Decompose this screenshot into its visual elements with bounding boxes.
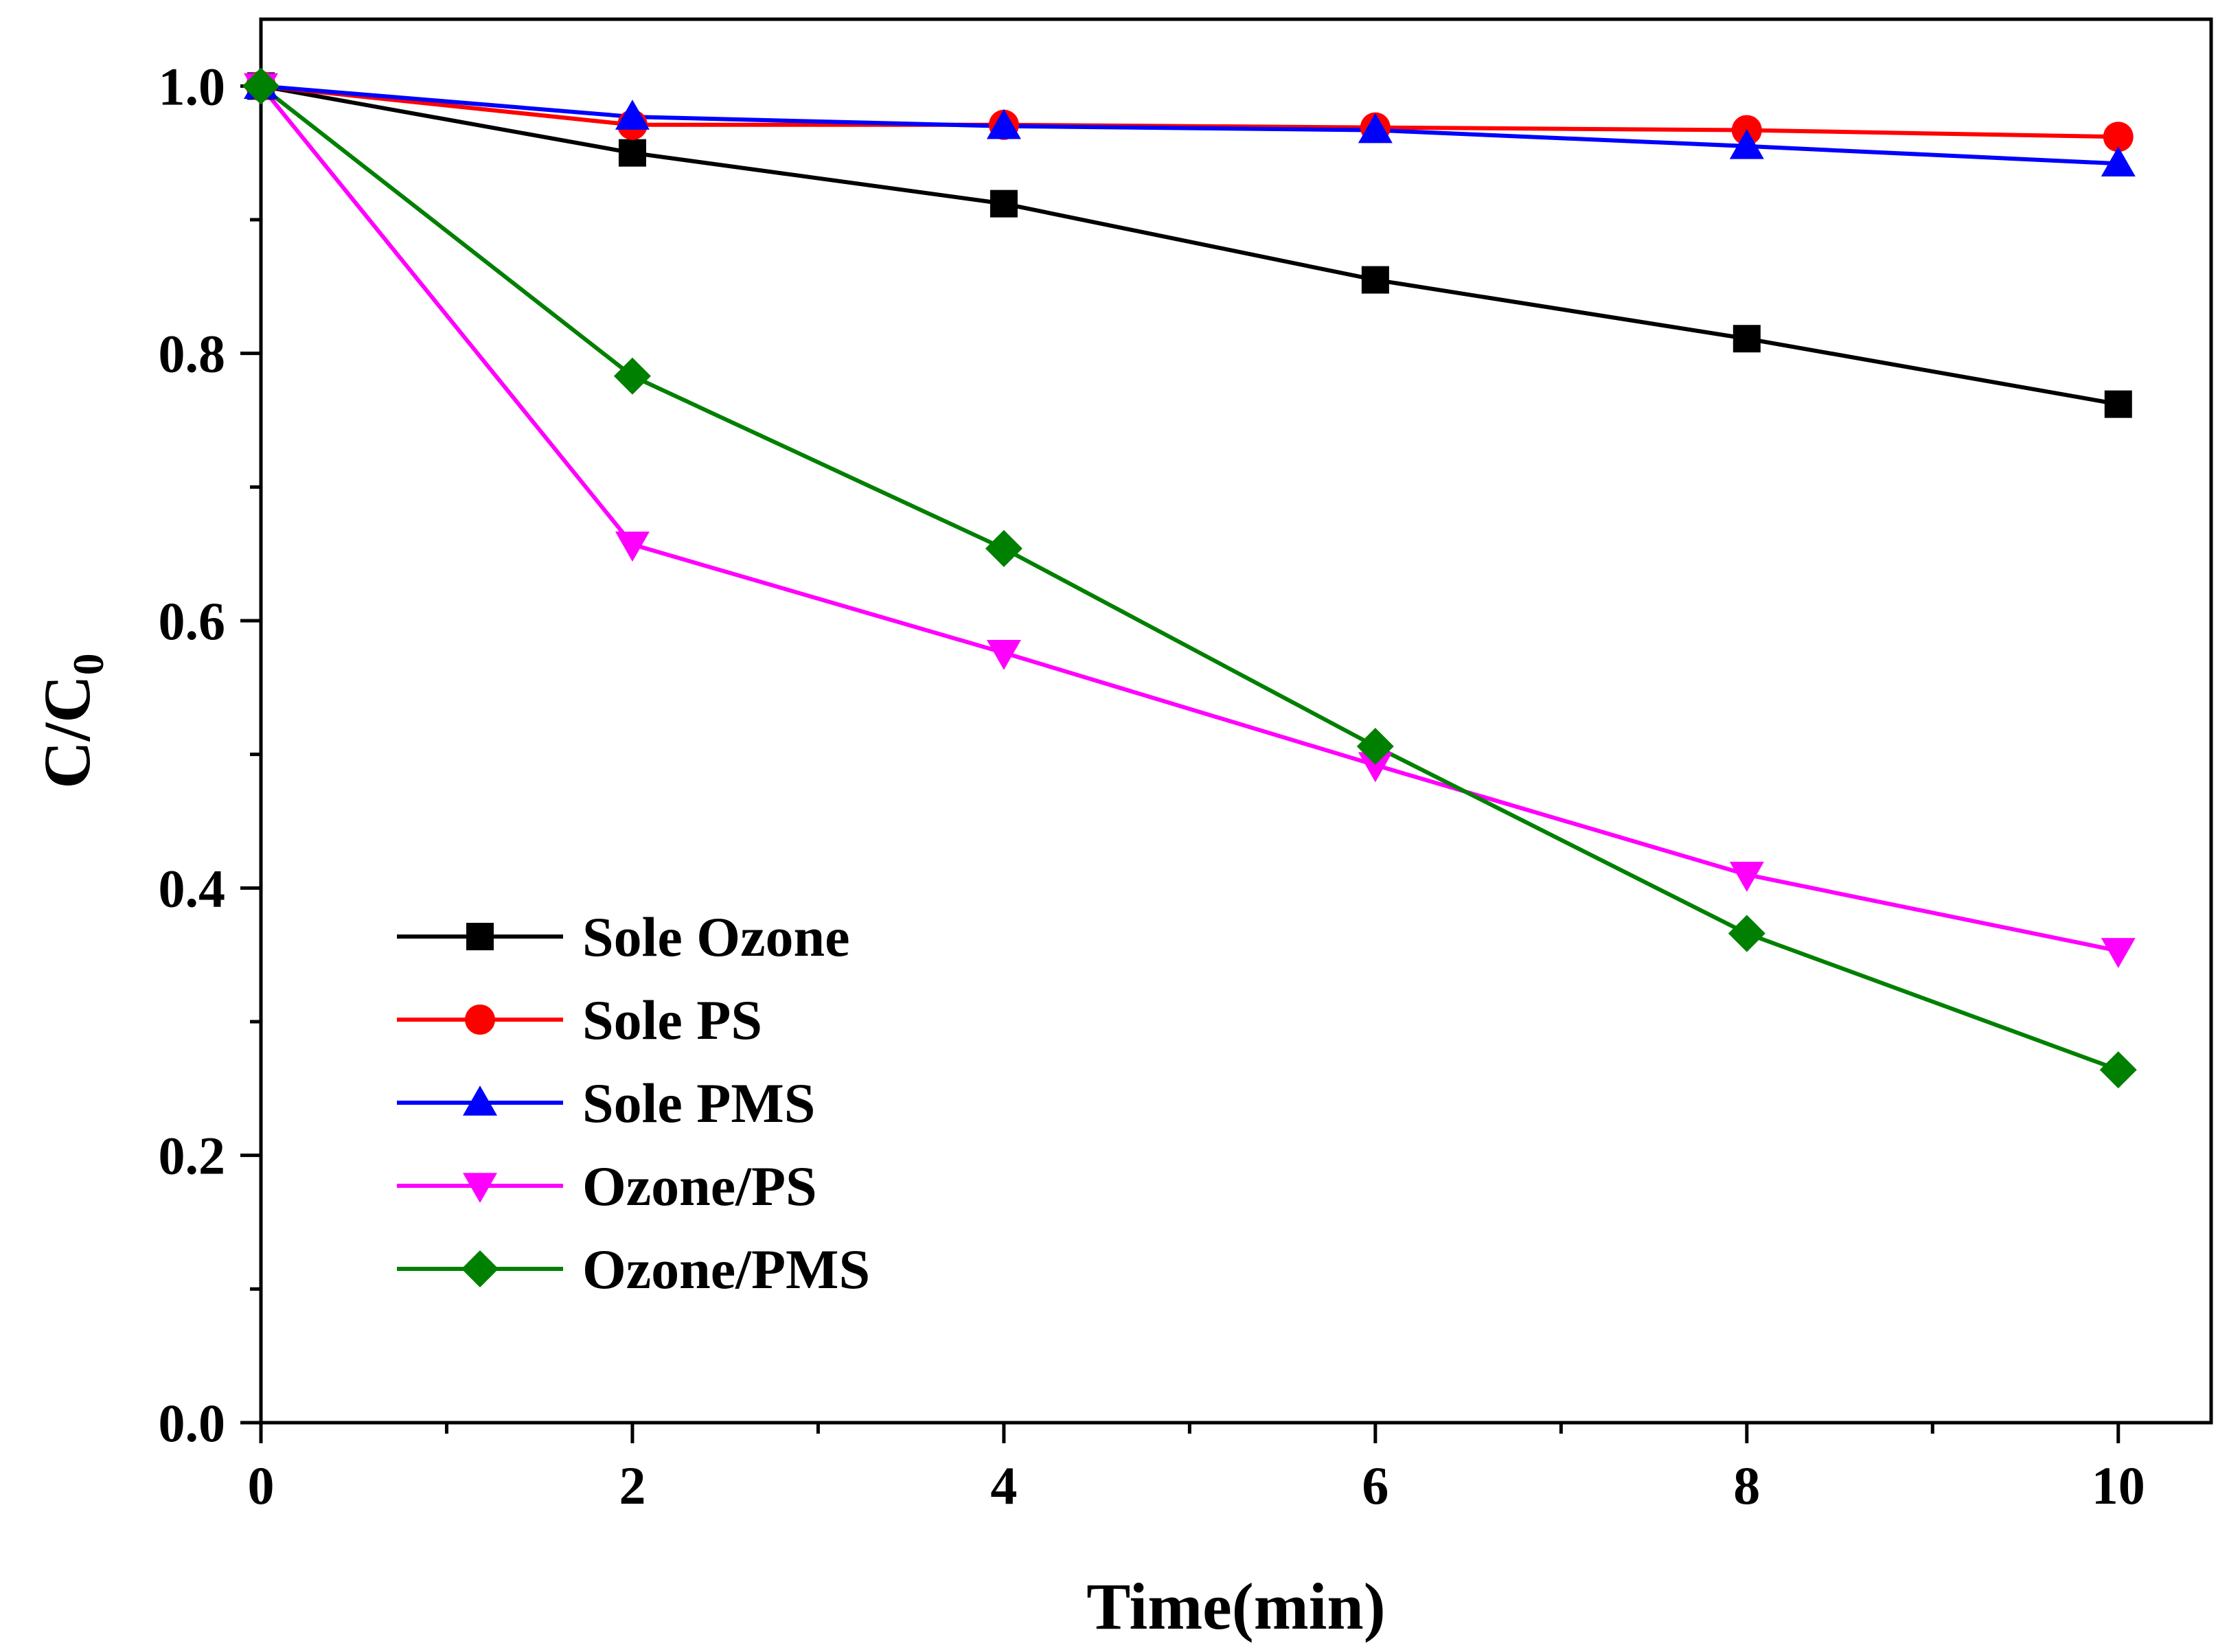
- y-tick-label-0.8: 0.8: [159, 324, 226, 384]
- y-axis-title-main: C/C: [30, 675, 104, 788]
- legend-label-ozone-ps: Ozone/PS: [582, 1155, 817, 1217]
- legend-item-ozone-pms: Ozone/PMS: [397, 1238, 870, 1300]
- data-point-sole-pms: [615, 100, 650, 130]
- data-point-ozone-ps: [615, 531, 650, 562]
- x-axis-title: Time(min): [1086, 1570, 1386, 1643]
- x-tick-label-4: 4: [990, 1456, 1017, 1515]
- legend-item-sole-ps: Sole PS: [397, 989, 762, 1051]
- data-point-sole-pms: [986, 108, 1021, 139]
- y-tick-label-1: 1.0: [159, 56, 226, 116]
- x-tick-label-0: 0: [248, 1456, 275, 1515]
- series-line-sole-ozone: [260, 84, 2119, 406]
- data-point-sole-pms: [1358, 113, 1393, 144]
- series-line-sole-pms: [260, 84, 2118, 166]
- x-tick-label-2: 2: [619, 1456, 645, 1515]
- legend-item-sole-ozone: Sole Ozone: [397, 906, 849, 968]
- legend: Sole Ozone Sole PS Sole PMS Ozone/PS Ozone/P…: [397, 906, 870, 1300]
- data-point-sole-pms: [1729, 128, 1764, 159]
- legend-label-sole-ps: Sole PS: [582, 989, 762, 1051]
- legend-marker-sole-ps: [465, 1005, 495, 1035]
- data-point-ozone-pms: [1728, 915, 1765, 952]
- y-axis-ticks: 0.0 0.2 0.4 0.6 0.8 1.0: [159, 56, 261, 1453]
- data-point-ozone-pms: [242, 67, 279, 105]
- legend-label-sole-pms: Sole PMS: [582, 1072, 815, 1134]
- data-point-ozone-ps: [1358, 752, 1393, 783]
- data-point-ozone-ps: [2101, 938, 2136, 968]
- data-point-ozone-ps: [1729, 862, 1764, 892]
- y-tick-label-0.4: 0.4: [159, 858, 226, 918]
- data-point-sole-ozone: [618, 139, 646, 167]
- series-line-ozone-ps: [259, 84, 2119, 953]
- x-tick-label-6: 6: [1362, 1456, 1388, 1515]
- y-tick-label-0.2: 0.2: [159, 1126, 226, 1186]
- x-axis-ticks: 0 2 4 6 8 10: [248, 1423, 2145, 1515]
- x-tick-label-8: 8: [1733, 1456, 1760, 1515]
- data-point-sole-pms: [2101, 146, 2136, 176]
- data-point-sole-ozone: [1733, 325, 1761, 353]
- legend-item-ozone-ps: Ozone/PS: [397, 1155, 817, 1217]
- legend-marker-sole-pms: [463, 1086, 497, 1116]
- legend-label-sole-ozone: Sole Ozone: [582, 906, 849, 968]
- data-point-ozone-pms: [985, 529, 1022, 567]
- plot-frame: [259, 17, 2213, 1425]
- data-point-ozone-ps: [986, 639, 1021, 670]
- y-axis-title-subscript: 0: [64, 653, 113, 675]
- data-point-ozone-pms: [2099, 1051, 2137, 1089]
- series-lines: [259, 84, 2119, 1072]
- data-point-sole-ozone: [1361, 266, 1389, 294]
- series-markers: [242, 67, 2137, 1089]
- legend-label-ozone-pms: Ozone/PMS: [582, 1238, 870, 1300]
- legend-marker-ozone-pms: [461, 1250, 499, 1287]
- data-point-ozone-pms: [1356, 727, 1394, 765]
- data-point-sole-ozone: [990, 190, 1018, 218]
- y-axis-title: C/C0: [30, 653, 113, 788]
- data-point-ozone-pms: [613, 357, 651, 395]
- x-tick-label-10: 10: [2092, 1456, 2145, 1515]
- data-point-sole-ozone: [2104, 390, 2132, 418]
- legend-marker-ozone-ps: [463, 1173, 497, 1203]
- legend-item-sole-pms: Sole PMS: [397, 1072, 815, 1134]
- y-tick-label-0.6: 0.6: [159, 591, 226, 651]
- series-line-ozone-pms: [260, 84, 2119, 1072]
- data-point-sole-ps: [2103, 122, 2134, 152]
- y-tick-label-0: 0.0: [159, 1393, 226, 1453]
- legend-marker-sole-ozone: [466, 923, 494, 950]
